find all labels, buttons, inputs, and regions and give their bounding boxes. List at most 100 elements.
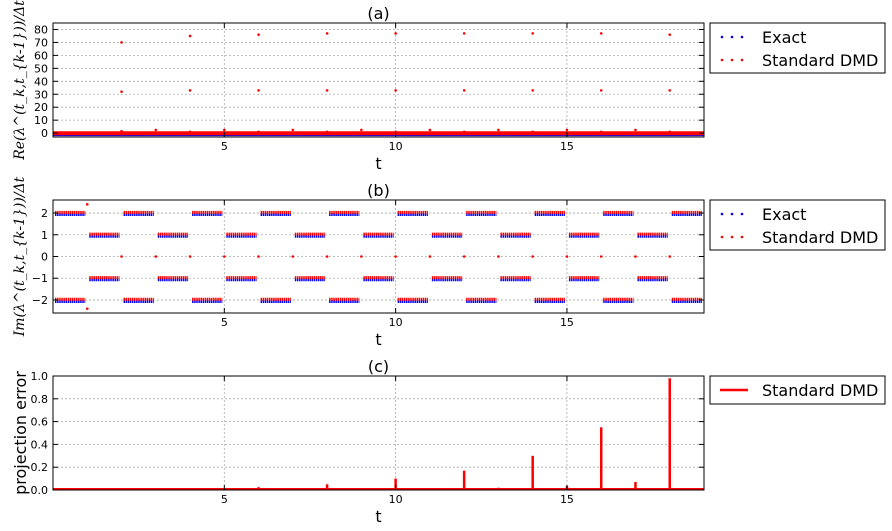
x-tick-label: 5 [221,140,228,153]
dmd-point [394,32,397,35]
y-tick-label: 0.2 [31,461,49,474]
dmd-point [462,89,466,92]
x-tick-label: 10 [389,316,403,329]
y-tick-label: 0.6 [31,416,49,429]
x-tick-label: 10 [389,140,403,153]
dmd-point [634,128,637,132]
dmd-point [531,255,534,258]
y-tick-label: 10 [34,114,48,127]
legend-dot-swatch [720,58,724,62]
panel-c: 5 10 15 0.0 0.2 0.4 0.6 0.8 1.0 (c) t projection er… [11,357,886,526]
dmd-point [188,89,192,92]
x-tick-label: 5 [221,316,228,329]
dmd-point [497,128,500,132]
y-tick-label: 80 [34,23,48,36]
legend-label: Standard DMD [762,228,878,247]
dmd-point [325,130,329,134]
legend-dot-swatch [730,58,734,62]
dmd-point [291,255,295,258]
legend-dot-swatch [740,212,744,216]
y-tick-label: 20 [34,101,48,114]
dmd-point [188,34,192,38]
legend-label: Exact [762,205,806,224]
legend-dot-swatch [740,235,744,239]
dmd-point [462,32,466,35]
dmd-point [188,130,192,134]
legend-dot-swatch [730,212,734,216]
dmd-point [325,255,329,258]
legend-box [709,199,886,251]
dmd-point [154,128,158,132]
dmd-point [360,255,363,258]
y-tick-label: 1.0 [31,370,49,383]
dmd-point [188,255,192,258]
dmd-point [599,130,603,134]
x-tick-label: 15 [560,140,574,153]
y-axis-label: Im(λ^(t_k,t_{k-1}))/Δt [12,176,28,337]
y-tick-label: 2 [41,207,48,220]
dmd-point [325,89,329,92]
plot-area [53,378,704,490]
plot-frame [52,375,705,491]
y-tick-label: 30 [34,88,48,101]
legend-dot-swatch [720,212,724,216]
y-tick-label: −1 [32,272,48,285]
dmd-point [257,130,260,134]
dmd-point [428,128,432,132]
dmd-point [565,128,569,132]
plot-area [53,32,704,137]
panel-title: (a) [367,4,389,23]
dmd-point [668,255,672,258]
x-tick-label: 15 [560,316,574,329]
x-axis-label: t [375,507,381,526]
legend: Standard DMD [709,375,886,405]
dmd-point [120,41,123,44]
y-tick-label: 0 [41,127,48,140]
dmd-point [120,90,123,93]
y-axis-label: Re(λ^(t_k,t_{k-1}))/Δt [12,0,28,161]
x-axis-label: t [375,154,381,173]
dmd-point [325,32,329,35]
y-tick-label: 0 [41,251,48,264]
dmd-point [531,130,534,134]
dmd-point [120,255,123,258]
y-axis-label: projection error [11,371,30,495]
y-tick-label: 1 [41,229,48,242]
panel-b: 5 10 15 −2 −1 0 1 2 (b) t Im(λ^(t_k,t_{k-1}))/Δt Ex… [12,176,886,349]
x-tick-label: 10 [389,493,403,506]
legend-label: Standard DMD [762,51,878,70]
dmd-point [565,255,569,258]
x-axis-label: t [375,330,381,349]
legend-dot-swatch [730,235,734,239]
dmd-point [394,255,397,258]
dmd-point [599,32,603,35]
dmd-point [531,32,534,35]
dmd-point [428,255,432,258]
panel-title: (c) [368,357,389,376]
dmd-point [257,89,260,92]
dmd-point [154,255,158,258]
y-tick-label: 70 [34,36,48,49]
dmd-point [394,89,397,92]
legend-box [709,22,886,74]
legend-dot-swatch [740,58,744,62]
dmd-point [497,255,500,258]
dmd-point [257,255,260,258]
legend: Exact Standard DMD [709,199,886,251]
y-tick-label: 0.8 [31,393,49,406]
dmd-point [291,128,295,132]
y-tick-label: 0.4 [31,438,49,451]
y-tick-label: 0.0 [31,484,49,497]
dmd-point [85,203,89,206]
panel-a: 5 10 1501020304050607080(a)tRe(λ^(t_k,t_{k… [12,0,886,173]
y-tick-label: −2 [32,294,48,307]
dmd-point [668,33,672,36]
dmd-point [531,89,534,92]
dmd-point [394,130,397,134]
dmd-point [668,130,672,134]
dmd-point [599,255,603,258]
legend-dot-swatch [730,35,734,39]
panel-title: (b) [367,181,390,200]
dmd-point [85,307,89,310]
legend-dot-swatch [720,35,724,39]
